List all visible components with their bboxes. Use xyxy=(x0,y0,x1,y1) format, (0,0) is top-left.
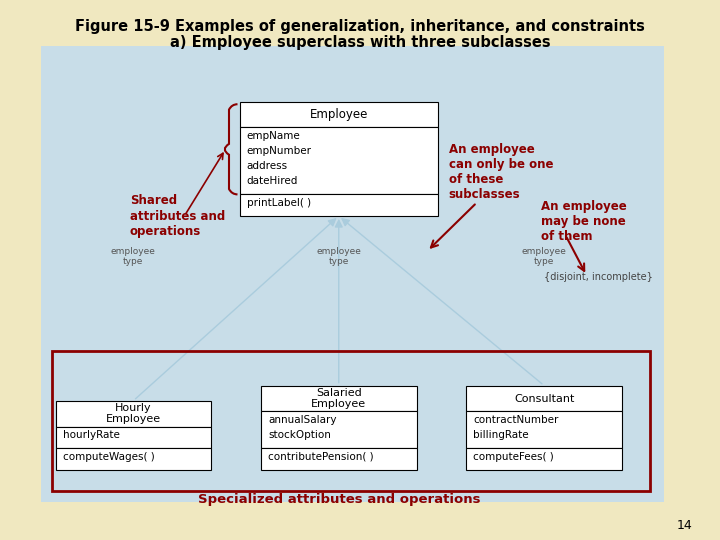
FancyBboxPatch shape xyxy=(240,194,438,216)
Text: Hourly
Employee: Hourly Employee xyxy=(106,403,161,424)
FancyBboxPatch shape xyxy=(261,411,417,448)
Text: address: address xyxy=(247,161,288,171)
Text: dateHired: dateHired xyxy=(247,177,298,186)
Text: Shared
attributes and
operations: Shared attributes and operations xyxy=(130,194,225,238)
Text: a) Employee superclass with three subclasses: a) Employee superclass with three subcla… xyxy=(170,35,550,50)
FancyBboxPatch shape xyxy=(240,102,438,127)
Text: Salaried
Employee: Salaried Employee xyxy=(311,388,366,409)
Text: An employee
may be none
of them: An employee may be none of them xyxy=(541,200,626,243)
Text: employee
type: employee type xyxy=(522,247,567,266)
Text: contractNumber: contractNumber xyxy=(473,415,559,425)
Text: computeFees( ): computeFees( ) xyxy=(473,452,554,462)
Text: 14: 14 xyxy=(677,519,693,532)
Text: An employee
can only be one
of these
subclasses: An employee can only be one of these sub… xyxy=(449,143,553,201)
FancyBboxPatch shape xyxy=(240,127,438,194)
FancyBboxPatch shape xyxy=(467,448,622,470)
Text: empNumber: empNumber xyxy=(247,146,312,156)
Text: contributePension( ): contributePension( ) xyxy=(268,452,374,462)
FancyBboxPatch shape xyxy=(467,386,622,411)
Text: printLabel( ): printLabel( ) xyxy=(247,198,311,208)
Text: empName: empName xyxy=(247,131,300,141)
Text: stockOption: stockOption xyxy=(268,430,330,440)
Text: Specialized attributes and operations: Specialized attributes and operations xyxy=(197,493,480,506)
FancyBboxPatch shape xyxy=(261,448,417,470)
Text: annualSalary: annualSalary xyxy=(268,415,336,425)
Text: Consultant: Consultant xyxy=(514,394,575,403)
FancyBboxPatch shape xyxy=(55,401,211,427)
FancyBboxPatch shape xyxy=(261,386,417,411)
Text: employee
type: employee type xyxy=(111,247,156,266)
Text: billingRate: billingRate xyxy=(473,430,529,440)
FancyBboxPatch shape xyxy=(41,46,665,502)
FancyBboxPatch shape xyxy=(467,411,622,448)
Text: {disjoint, incomplete}: {disjoint, incomplete} xyxy=(544,272,653,282)
Text: employee
type: employee type xyxy=(316,247,361,266)
Text: Figure 15-9 Examples of generalization, inheritance, and constraints: Figure 15-9 Examples of generalization, … xyxy=(75,19,645,34)
Text: computeWages( ): computeWages( ) xyxy=(63,452,154,462)
Text: Employee: Employee xyxy=(310,108,368,121)
FancyBboxPatch shape xyxy=(55,448,211,470)
FancyBboxPatch shape xyxy=(55,427,211,448)
Text: hourlyRate: hourlyRate xyxy=(63,430,120,440)
